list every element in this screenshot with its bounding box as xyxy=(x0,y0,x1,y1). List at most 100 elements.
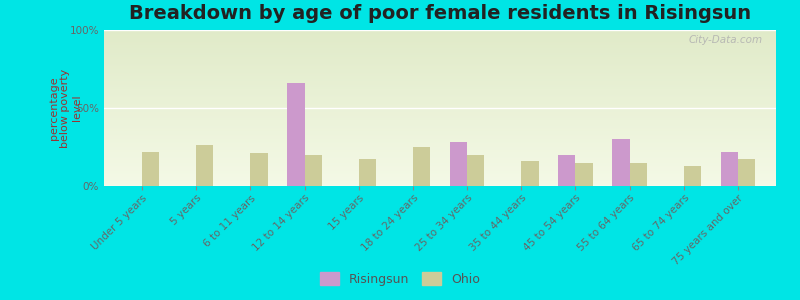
Y-axis label: percentage
below poverty
level: percentage below poverty level xyxy=(49,68,82,148)
Bar xyxy=(104,71,776,72)
Bar xyxy=(104,180,776,181)
Bar xyxy=(104,81,776,82)
Bar xyxy=(104,41,776,42)
Bar xyxy=(104,159,776,160)
Bar xyxy=(104,183,776,184)
Bar xyxy=(104,102,776,103)
Bar xyxy=(104,101,776,102)
Bar xyxy=(104,136,776,137)
Bar xyxy=(104,133,776,134)
Bar xyxy=(104,156,776,157)
Bar xyxy=(104,141,776,142)
Bar xyxy=(104,135,776,136)
Bar xyxy=(104,63,776,64)
Bar xyxy=(104,148,776,149)
Bar xyxy=(104,157,776,158)
Bar xyxy=(104,117,776,118)
Bar xyxy=(104,60,776,61)
Bar xyxy=(104,33,776,34)
Bar xyxy=(104,94,776,95)
Bar xyxy=(630,163,647,186)
Bar xyxy=(104,130,776,131)
Bar xyxy=(104,164,776,165)
Bar xyxy=(104,46,776,47)
Bar xyxy=(104,111,776,112)
Bar xyxy=(104,62,776,63)
Bar xyxy=(104,182,776,183)
Bar xyxy=(575,163,593,186)
Bar xyxy=(104,162,776,163)
Bar xyxy=(104,105,776,106)
Bar xyxy=(104,172,776,173)
Bar xyxy=(104,96,776,97)
Bar xyxy=(104,179,776,180)
Bar xyxy=(104,150,776,151)
Bar xyxy=(522,161,538,186)
Bar xyxy=(104,127,776,128)
Bar xyxy=(104,128,776,129)
Bar xyxy=(104,112,776,113)
Bar xyxy=(104,82,776,83)
Bar xyxy=(104,97,776,98)
Bar xyxy=(104,139,776,140)
Bar xyxy=(104,44,776,45)
Bar xyxy=(104,86,776,87)
Bar xyxy=(467,155,485,186)
Bar xyxy=(104,40,776,41)
Bar xyxy=(104,106,776,107)
Bar xyxy=(104,145,776,146)
Bar xyxy=(104,118,776,119)
Bar xyxy=(104,184,776,185)
Bar xyxy=(104,163,776,164)
Bar xyxy=(684,166,702,186)
Bar xyxy=(104,50,776,51)
Bar xyxy=(104,79,776,80)
Bar xyxy=(104,161,776,162)
Bar xyxy=(104,85,776,86)
Bar xyxy=(104,169,776,170)
Bar xyxy=(721,152,738,186)
Bar xyxy=(104,65,776,66)
Bar xyxy=(104,67,776,68)
Bar xyxy=(104,166,776,167)
Bar xyxy=(104,31,776,32)
Bar xyxy=(104,93,776,94)
Bar xyxy=(104,49,776,50)
Bar xyxy=(104,178,776,179)
Bar xyxy=(104,131,776,132)
Bar xyxy=(104,80,776,81)
Bar xyxy=(104,42,776,43)
Bar xyxy=(104,74,776,75)
Bar xyxy=(104,77,776,78)
Bar xyxy=(104,64,776,65)
Bar xyxy=(104,140,776,141)
Bar xyxy=(612,139,630,186)
Bar xyxy=(104,116,776,117)
Bar xyxy=(104,36,776,37)
Bar xyxy=(104,55,776,56)
Bar xyxy=(104,85,776,86)
Bar xyxy=(104,95,776,96)
Bar xyxy=(104,75,776,76)
Bar xyxy=(104,123,776,124)
Bar xyxy=(104,173,776,174)
Bar xyxy=(104,89,776,90)
Bar xyxy=(104,30,776,31)
Bar xyxy=(104,56,776,57)
Bar xyxy=(142,152,159,186)
Bar xyxy=(196,146,214,186)
Bar xyxy=(104,108,776,109)
Bar xyxy=(104,170,776,171)
Bar xyxy=(104,151,776,152)
Bar xyxy=(104,174,776,175)
Bar xyxy=(104,61,776,62)
Bar xyxy=(104,45,776,46)
Bar xyxy=(104,35,776,36)
Bar xyxy=(104,142,776,143)
Bar xyxy=(104,51,776,52)
Bar xyxy=(104,154,776,155)
Legend: Risingsun, Ohio: Risingsun, Ohio xyxy=(315,267,485,291)
Bar xyxy=(104,160,776,161)
Bar xyxy=(104,165,776,166)
Bar xyxy=(104,119,776,120)
